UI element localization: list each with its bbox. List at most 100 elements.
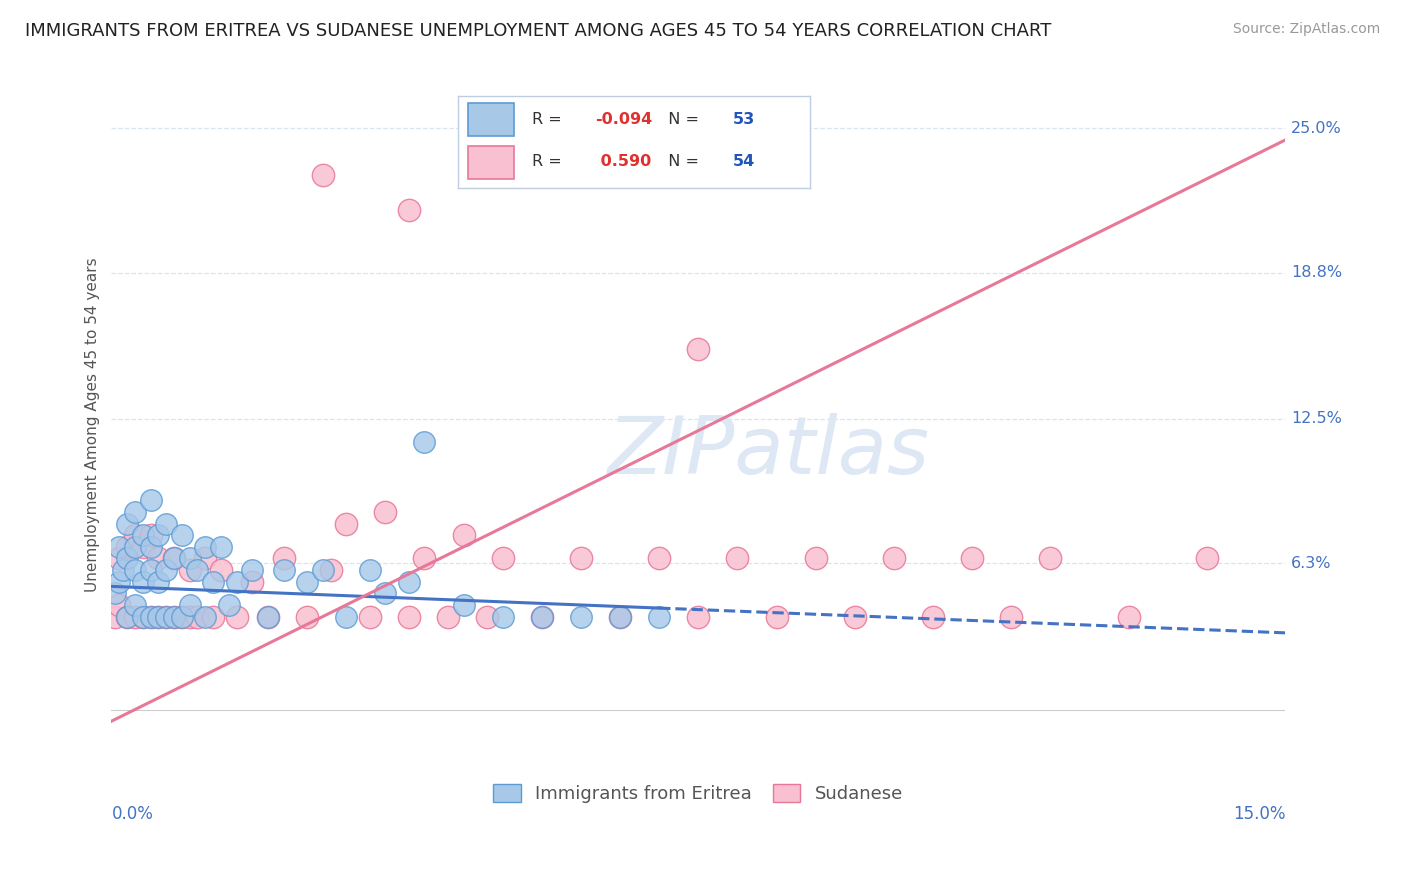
Point bbox=[179, 598, 201, 612]
Point bbox=[648, 551, 671, 566]
Point bbox=[148, 528, 170, 542]
Point bbox=[104, 609, 127, 624]
Point bbox=[132, 609, 155, 624]
Text: Source: ZipAtlas.com: Source: ZipAtlas.com bbox=[1233, 22, 1381, 37]
Point bbox=[108, 551, 131, 566]
Point bbox=[569, 609, 592, 624]
Point bbox=[225, 609, 247, 624]
Point bbox=[155, 609, 177, 624]
Point bbox=[108, 598, 131, 612]
Point bbox=[179, 609, 201, 624]
Point bbox=[218, 598, 240, 612]
Point bbox=[115, 609, 138, 624]
Point bbox=[359, 563, 381, 577]
Point bbox=[155, 563, 177, 577]
Point bbox=[108, 540, 131, 554]
Point bbox=[398, 202, 420, 217]
Point bbox=[170, 609, 193, 624]
Point bbox=[374, 505, 396, 519]
Point bbox=[186, 563, 208, 577]
Point bbox=[569, 551, 592, 566]
Text: 18.8%: 18.8% bbox=[1291, 265, 1343, 280]
Point bbox=[163, 609, 186, 624]
Point bbox=[194, 609, 217, 624]
Point bbox=[194, 540, 217, 554]
Point bbox=[132, 540, 155, 554]
Point bbox=[1039, 551, 1062, 566]
Text: 6.3%: 6.3% bbox=[1291, 556, 1331, 571]
Point bbox=[170, 528, 193, 542]
Point bbox=[804, 551, 827, 566]
Point bbox=[115, 609, 138, 624]
Point bbox=[240, 574, 263, 589]
Point bbox=[179, 563, 201, 577]
Point bbox=[202, 609, 225, 624]
Point bbox=[139, 609, 162, 624]
Point bbox=[1000, 609, 1022, 624]
Point bbox=[257, 609, 280, 624]
Point bbox=[148, 574, 170, 589]
Point bbox=[163, 609, 186, 624]
Text: ZIPatlas: ZIPatlas bbox=[607, 413, 929, 491]
Point bbox=[335, 516, 357, 531]
Point bbox=[883, 551, 905, 566]
Point bbox=[124, 528, 146, 542]
Text: 12.5%: 12.5% bbox=[1291, 411, 1341, 426]
Point bbox=[163, 551, 186, 566]
Point bbox=[295, 609, 318, 624]
Point bbox=[453, 528, 475, 542]
Point bbox=[240, 563, 263, 577]
Point bbox=[155, 609, 177, 624]
Point bbox=[960, 551, 983, 566]
Point bbox=[186, 609, 208, 624]
Point bbox=[115, 540, 138, 554]
Point bbox=[273, 551, 295, 566]
Y-axis label: Unemployment Among Ages 45 to 54 years: Unemployment Among Ages 45 to 54 years bbox=[86, 258, 100, 592]
Point bbox=[437, 609, 460, 624]
Point bbox=[273, 563, 295, 577]
Point bbox=[179, 551, 201, 566]
Point bbox=[132, 574, 155, 589]
Point bbox=[132, 609, 155, 624]
Point bbox=[170, 609, 193, 624]
Point bbox=[112, 563, 135, 577]
Point bbox=[374, 586, 396, 600]
Point bbox=[104, 586, 127, 600]
Point bbox=[139, 493, 162, 508]
Point bbox=[194, 551, 217, 566]
Point bbox=[335, 609, 357, 624]
Point bbox=[124, 609, 146, 624]
Point bbox=[124, 540, 146, 554]
Point bbox=[688, 343, 710, 357]
Point bbox=[209, 563, 232, 577]
Point bbox=[209, 540, 232, 554]
Point bbox=[1195, 551, 1218, 566]
Text: IMMIGRANTS FROM ERITREA VS SUDANESE UNEMPLOYMENT AMONG AGES 45 TO 54 YEARS CORRE: IMMIGRANTS FROM ERITREA VS SUDANESE UNEM… bbox=[25, 22, 1052, 40]
Point bbox=[139, 540, 162, 554]
Text: 25.0%: 25.0% bbox=[1291, 121, 1341, 136]
Point bbox=[765, 609, 787, 624]
Point bbox=[139, 528, 162, 542]
Point bbox=[312, 563, 335, 577]
Point bbox=[648, 609, 671, 624]
Legend: Immigrants from Eritrea, Sudanese: Immigrants from Eritrea, Sudanese bbox=[486, 776, 911, 810]
Point bbox=[1118, 609, 1140, 624]
Point bbox=[115, 551, 138, 566]
Point bbox=[413, 435, 436, 450]
Point bbox=[530, 609, 553, 624]
Point bbox=[108, 574, 131, 589]
Point bbox=[124, 563, 146, 577]
Point bbox=[609, 609, 631, 624]
Point bbox=[688, 609, 710, 624]
Point bbox=[295, 574, 318, 589]
Point bbox=[139, 563, 162, 577]
Point bbox=[492, 551, 515, 566]
Point bbox=[225, 574, 247, 589]
Point bbox=[257, 609, 280, 624]
Point bbox=[725, 551, 748, 566]
Point bbox=[132, 528, 155, 542]
Point bbox=[413, 551, 436, 566]
Point bbox=[139, 609, 162, 624]
Point bbox=[398, 574, 420, 589]
Point bbox=[492, 609, 515, 624]
